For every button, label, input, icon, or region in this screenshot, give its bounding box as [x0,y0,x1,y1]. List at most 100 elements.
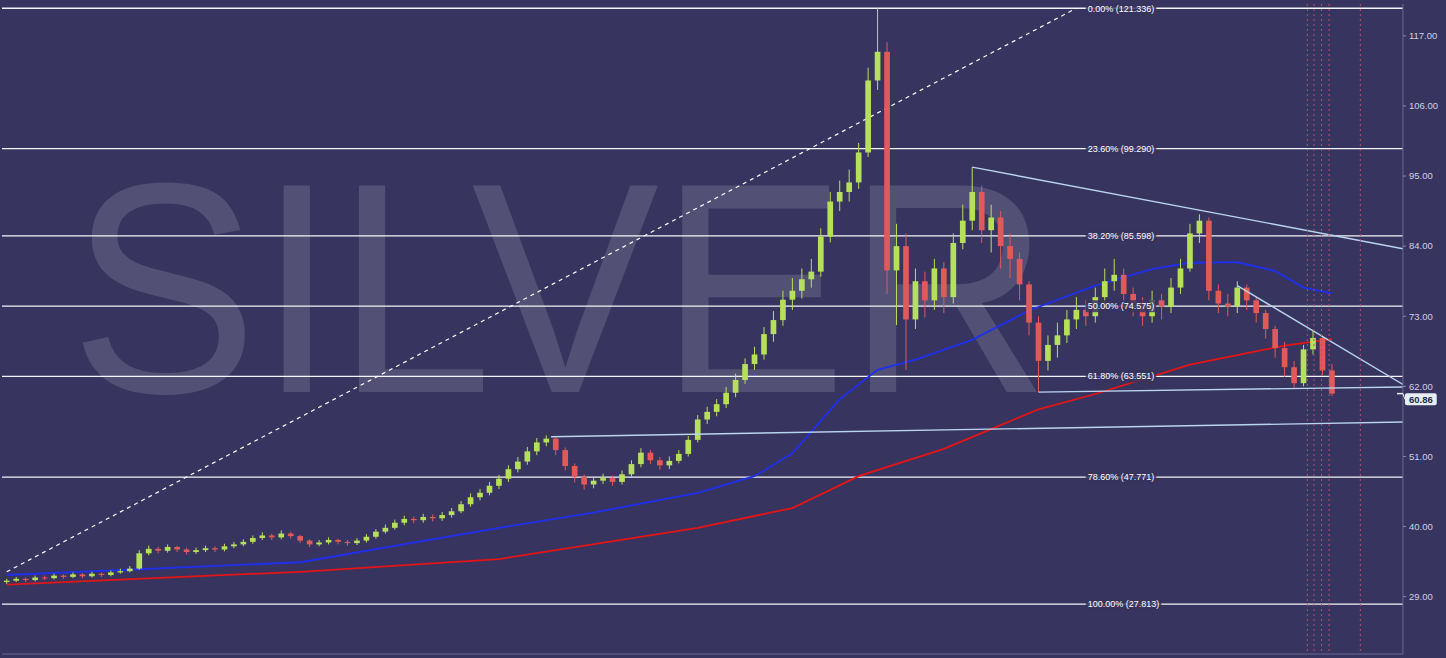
candle-body [1045,345,1051,361]
candle-body [922,281,928,300]
candle-body [685,440,691,454]
y-tick-label: 106.00 [1409,100,1438,111]
candle-body [771,320,777,334]
candle-body [610,478,616,482]
candle-body [241,542,247,545]
candle-body [297,536,303,540]
candle-body [553,439,559,450]
candle-body [1074,310,1080,320]
candle-body [184,549,190,552]
candle-body [468,497,474,504]
candle-body [591,481,597,485]
candle-body [411,519,417,520]
fib-line [2,306,1403,307]
candle-body [127,569,133,572]
fib-label-bg [1086,230,1157,242]
y-tick-label: 29.00 [1409,591,1433,602]
candle-body [4,581,10,582]
candle-body [1291,367,1297,383]
candle-body [969,192,975,221]
candle-body [695,419,701,439]
candle-body [458,504,464,511]
candle-body [998,217,1004,246]
candle-body [401,519,407,523]
y-tick [1403,596,1406,597]
candle-body [1225,304,1231,307]
trend-line [551,422,1403,437]
candle-body [562,450,568,466]
candle-body [335,540,341,542]
candle-body [439,515,445,518]
candle-body [894,246,900,270]
candle-body [780,300,786,320]
candle-body [146,549,152,553]
candle-body [70,574,76,577]
candle-body [903,246,909,319]
candle-body [979,192,985,230]
candle-body [430,517,436,518]
candle-body [278,534,284,538]
candle-body [941,268,947,297]
candle-body [1282,348,1288,367]
candle-body [1178,268,1184,287]
fib-label: 0.00% (121.336) [1088,4,1155,14]
y-tick-label: 40.00 [1409,521,1433,532]
candle-body [193,550,199,552]
fib-lines [2,8,1403,604]
candle-body [136,553,142,568]
candle-body [1064,319,1070,335]
candle-body [354,541,360,544]
y-tick [1403,386,1406,387]
candle-body [960,221,966,243]
event-line [1313,4,1314,654]
candle-body [808,272,814,280]
candle-body [676,454,682,461]
candle-body [117,571,123,572]
candle-body [950,243,956,297]
candle-body [704,412,710,420]
candle-body [619,474,625,482]
candle-body [1111,275,1117,281]
y-tick-label: 117.00 [1409,30,1437,41]
fib-line [2,8,1403,9]
candle-body [865,80,871,152]
fib-line [2,148,1403,149]
candle-body [648,453,654,461]
watermark-layer: SILVER [70,120,1050,456]
y-axis: 29.0040.0051.0062.0073.0084.0095.00106.0… [2,4,1438,654]
candle-body [1272,329,1278,348]
candle-body [1017,259,1023,284]
fib-label: 78.60% (47.771) [1088,472,1155,482]
candle-body [515,462,521,470]
candle-body [1036,323,1042,361]
fib-diagonal [7,8,1077,572]
trend-line [1039,387,1403,392]
candle-body [42,578,48,579]
candle-body [212,548,218,549]
chart-root: SILVER0.00% (121.336)23.60% (99.290)38.2… [0,0,1446,658]
candle-body [449,511,455,515]
candle-body [818,237,824,272]
candle-body [856,152,862,182]
candle-body [307,541,313,545]
last-price-label: 60.86 [1409,394,1433,405]
candle-body [988,217,994,230]
fib-label: 61.80% (63.551) [1088,371,1155,381]
y-tick-label: 62.00 [1409,381,1433,392]
candle-body [1234,288,1240,307]
candle-body [326,540,332,543]
candle-body [1216,291,1222,304]
candle-body [733,380,739,393]
candle-body [581,477,587,485]
candle-body [600,478,606,481]
fib-label-bg [1086,598,1162,610]
candle-body [99,574,105,575]
candle-body [420,517,426,520]
x-axis-line [2,654,1403,655]
candle-body [761,334,767,354]
last-price-connector [1403,394,1405,400]
candle-body [383,528,389,532]
candle-body [165,547,171,551]
candle-body [316,542,322,544]
candle-body [506,469,512,479]
